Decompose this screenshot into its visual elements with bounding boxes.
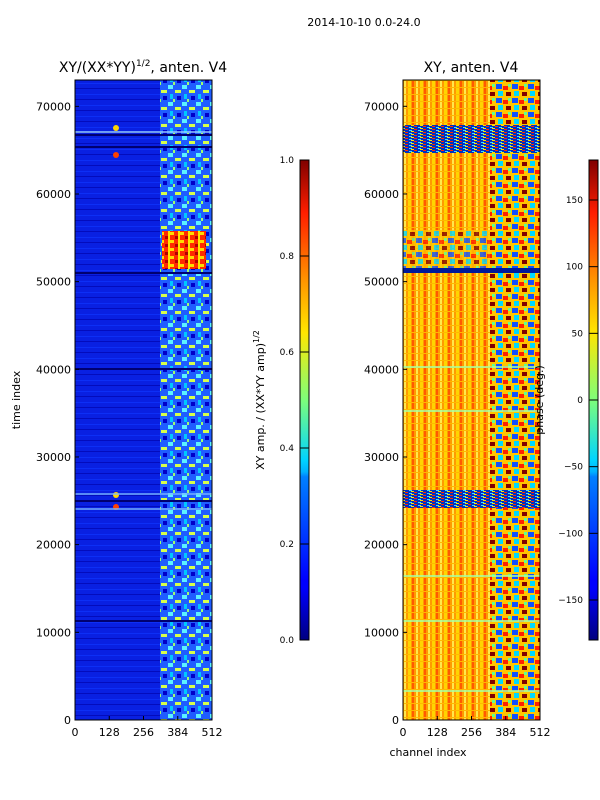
y-tick-label: 20000: [364, 539, 399, 552]
y-tick-label: 40000: [36, 363, 71, 376]
amp-colorbar-label: XY amp. / (XX*YY amp)1/2: [252, 330, 267, 470]
colorbar-tick-label: 0.6: [280, 348, 295, 358]
figure-suptitle: 2014-10-10 0.0-24.0: [307, 16, 420, 29]
colorbar-tick-label: 1.0: [280, 156, 295, 166]
phase-colorbar-label: phase (deg.): [533, 365, 546, 435]
x-tick-label: 128: [427, 726, 448, 739]
y-tick-label: 60000: [364, 188, 399, 201]
x-tick-label: 512: [202, 726, 223, 739]
amp-colorbar-ticks: 0.0 0.2 0.4 0.6 0.8 1.0: [280, 156, 309, 646]
y-tick-label: 20000: [36, 539, 71, 552]
x-tick-label: 0: [400, 726, 407, 739]
phase-panel: XY, anten. V4 0 128 256 384 512 0 10000 20000 30…: [364, 60, 551, 759]
y-tick-label: 0: [392, 714, 399, 727]
amp-panel: XY/(XX*YY)1/2, anten. V4 0 128 256 3: [10, 59, 227, 739]
y-tick-label: 50000: [364, 276, 399, 289]
y-tick-label: 40000: [364, 363, 399, 376]
colorbar-tick-label: 50: [572, 329, 584, 339]
colorbar-tick-label: 150: [566, 196, 583, 206]
colorbar-tick-label: 0.0: [280, 636, 295, 646]
colorbar-tick-label: 100: [566, 263, 583, 273]
colorbar-tick-label: 0.8: [280, 252, 295, 262]
phase-x-axis-label: channel index: [389, 746, 467, 759]
amp-panel-title: XY/(XX*YY)1/2, anten. V4: [59, 59, 227, 76]
x-tick-label: 384: [495, 726, 516, 739]
colorbar-tick-label: −100: [558, 529, 583, 539]
y-tick-label: 60000: [36, 188, 71, 201]
amp-heatmap: [75, 80, 212, 720]
colorbar-tick-label: 0.2: [280, 540, 294, 550]
y-tick-label: 30000: [364, 451, 399, 464]
x-tick-label: 384: [167, 726, 188, 739]
amp-colorbar: 0.0 0.2 0.4 0.6 0.8 1.0 XY amp. / (XX*YY amp)…: [252, 156, 310, 646]
x-tick-label: 128: [99, 726, 120, 739]
colorbar-tick-label: −150: [558, 596, 583, 606]
amp-y-axis-label: time index: [10, 370, 23, 429]
phase-axes: 0 128 256 384 512 0 10000 20000 30000 40000 50000 6…: [364, 100, 551, 739]
y-tick-label: 10000: [364, 626, 399, 639]
y-tick-label: 50000: [36, 276, 71, 289]
y-tick-label: 70000: [364, 100, 399, 113]
x-tick-label: 512: [530, 726, 551, 739]
colorbar-tick-label: 0: [577, 396, 583, 406]
amp-colorbar-bar: [299, 159, 310, 641]
phase-colorbar-ticks: 150 100 50 0 −50 −100 −150: [558, 196, 598, 606]
phase-colorbar: 150 100 50 0 −50 −100 −150 phase (deg.): [533, 159, 599, 641]
phase-panel-title: XY, anten. V4: [424, 60, 519, 76]
y-tick-label: 0: [64, 714, 71, 727]
x-tick-label: 256: [461, 726, 482, 739]
x-tick-label: 256: [133, 726, 154, 739]
y-tick-label: 30000: [36, 451, 71, 464]
phase-heatmap: [403, 80, 540, 720]
amp-axes: 0 128 256 384 512 0 10000 20000 30000 40000 50000 6…: [36, 100, 223, 739]
colorbar-tick-label: −50: [564, 463, 583, 473]
x-tick-label: 0: [72, 726, 79, 739]
y-tick-label: 70000: [36, 100, 71, 113]
y-tick-label: 10000: [36, 626, 71, 639]
colorbar-tick-label: 0.4: [280, 444, 295, 454]
